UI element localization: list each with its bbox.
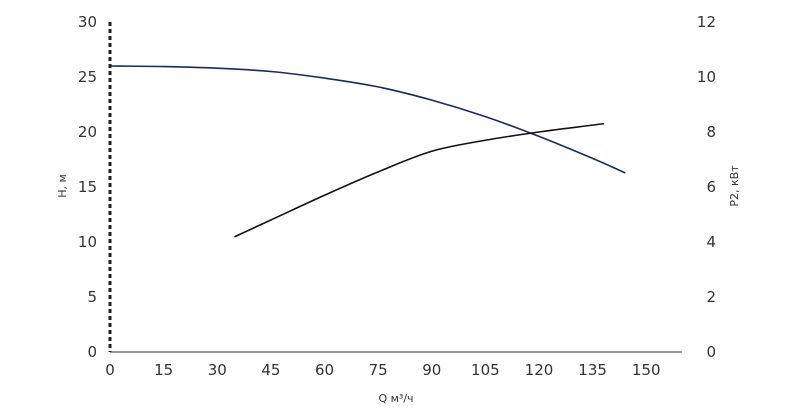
power-curve-line [234,122,605,238]
x-tick-label: 45 [261,361,280,379]
right-y-axis-title: P2, кВт [728,165,741,207]
axes [108,22,682,353]
left-y-tick-label: 5 [87,288,97,306]
x-tick-label: 135 [578,361,607,379]
x-tick-label: 15 [154,361,173,379]
right-y-tick-labels: 0 2 4 6 8 10 12 [697,13,716,361]
x-tick-label: 120 [525,361,554,379]
left-y-tick-label: 10 [78,233,97,251]
left-y-tick-label: 25 [78,68,97,86]
right-y-tick-label: 6 [706,178,716,196]
left-y-axis-title: H, м [56,174,69,198]
x-tick-label: 75 [369,361,388,379]
right-y-tick-label: 10 [697,68,716,86]
plot-area [109,65,626,238]
right-y-tick-label: 8 [706,123,716,141]
head-curve-line [109,65,626,174]
x-tick-labels: 0 15 30 45 60 75 90 105 120 135 150 [105,361,660,379]
left-y-tick-labels: 0 5 10 15 20 25 30 [78,13,97,361]
x-tick-label: 30 [208,361,227,379]
x-tick-label: 150 [632,361,661,379]
x-tick-label: 90 [422,361,441,379]
x-tick-label: 0 [105,361,115,379]
right-y-tick-label: 2 [706,288,716,306]
left-y-tick-label: 0 [87,343,97,361]
left-y-tick-label: 30 [78,13,97,31]
right-y-tick-label: 12 [697,13,716,31]
left-y-tick-label: 20 [78,123,97,141]
right-y-tick-label: 0 [706,343,716,361]
x-axis-title: Q м³/ч [378,392,413,405]
x-tick-label: 60 [315,361,334,379]
left-y-tick-label: 15 [78,178,97,196]
right-y-tick-label: 4 [706,233,716,251]
x-tick-label: 105 [471,361,500,379]
